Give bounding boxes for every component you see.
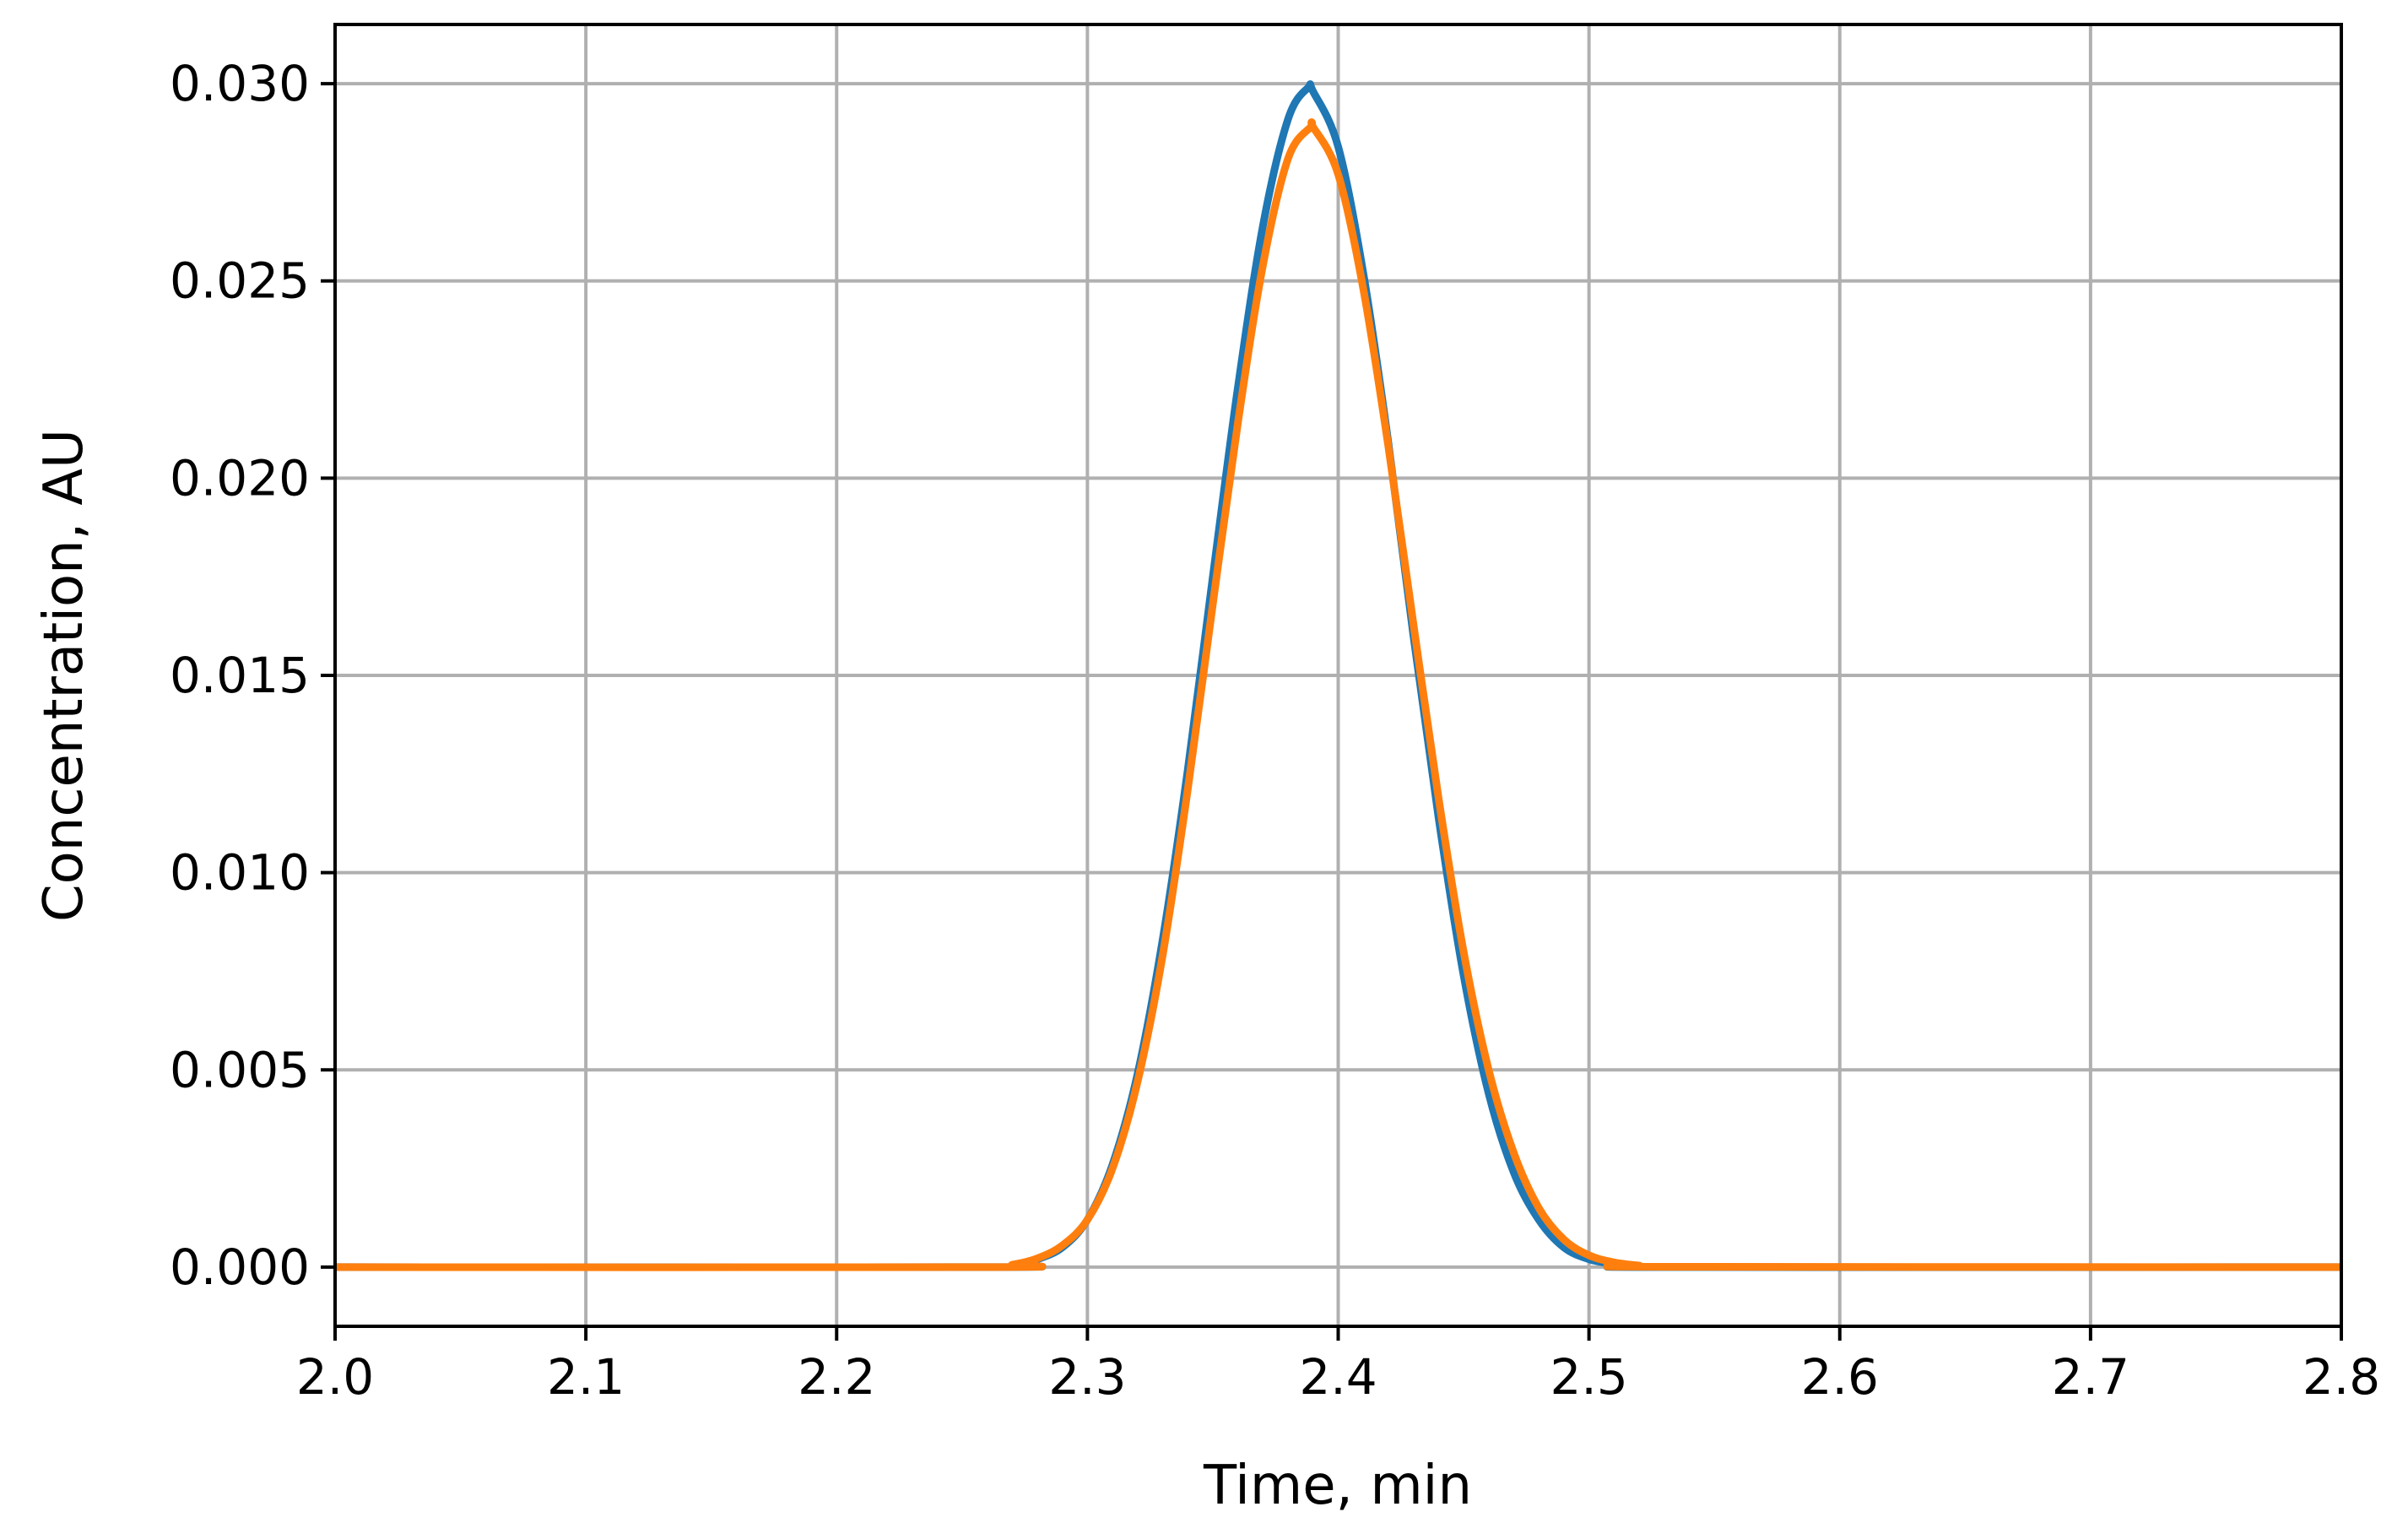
x-tick-label: 2.0 (296, 1348, 374, 1406)
x-tick-label: 2.6 (1801, 1348, 1879, 1406)
y-axis-label: Concentration, AU (33, 429, 95, 922)
y-tick-label: 0.015 (170, 647, 310, 704)
y-tick-label: 0.020 (170, 449, 310, 507)
y-tick-label: 0.030 (170, 55, 310, 112)
x-tick-label: 2.8 (2302, 1348, 2380, 1406)
series-line-2 (335, 118, 2341, 1271)
x-tick-label: 2.3 (1048, 1348, 1126, 1406)
grid (333, 24, 2343, 1326)
x-axis-label: Time, min (1203, 1455, 1472, 1517)
x-tick-label: 2.1 (547, 1348, 625, 1406)
x-tick-label: 2.7 (2052, 1348, 2129, 1406)
x-tick-label: 2.5 (1550, 1348, 1628, 1406)
y-tick-label: 0.010 (170, 844, 310, 902)
y-tick-label: 0.000 (170, 1238, 310, 1296)
y-tick-label: 0.025 (170, 252, 310, 310)
x-tick-label: 2.4 (1299, 1348, 1377, 1406)
y-tick-label: 0.005 (170, 1041, 310, 1098)
x-tick-label: 2.2 (798, 1348, 875, 1406)
series-group (335, 80, 2341, 1271)
ticks: 2.0 2.1 2.2 2.3 2.4 2.5 2.6 2.7 2.8 0.000 0.005 0.0… (170, 55, 2380, 1406)
